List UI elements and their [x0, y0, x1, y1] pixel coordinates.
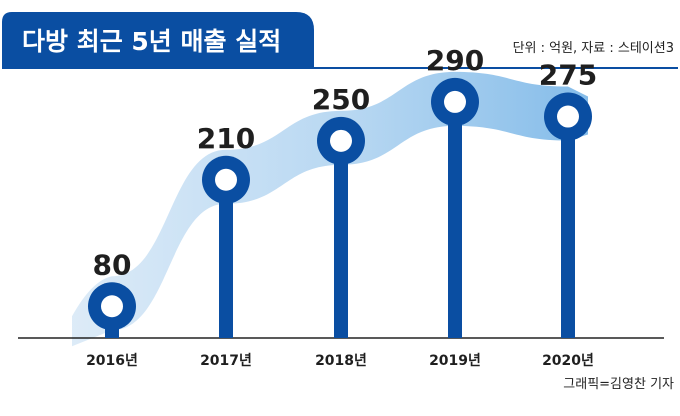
unit-source-note: 단위 : 억원, 자료 : 스테이션3: [513, 41, 674, 56]
bar-head-center: [330, 129, 352, 152]
x-tick-label: 2019년: [429, 353, 481, 369]
data-label: 250: [312, 83, 370, 116]
bar-stem: [219, 179, 233, 338]
x-tick-label: 2016년: [86, 353, 138, 369]
bar-head-center: [444, 90, 466, 113]
title-banner-shape: [2, 12, 314, 68]
title-banner: 다방 최근 5년 매출 실적: [2, 12, 678, 69]
bar-stem: [334, 140, 348, 338]
graphic-credit: 그래픽=김영찬 기자: [563, 377, 674, 392]
bar-2019년: 290 2019년: [426, 44, 484, 369]
x-tick-label: 2018년: [315, 353, 367, 369]
data-label: 290: [426, 44, 484, 77]
chart-title: 다방 최근 5년 매출 실적: [22, 27, 281, 56]
data-label: 80: [93, 248, 132, 281]
bar-stem: [448, 101, 462, 339]
data-marks: 80 2016년 210 2017년 250 2018년 290 2019년 275 2020년: [86, 44, 597, 369]
bar-2018년: 250 2018년: [312, 83, 370, 369]
x-tick-label: 2017년: [200, 353, 252, 369]
bar-head-center: [557, 105, 579, 128]
bar-head-center: [215, 168, 237, 191]
bar-2016년: 80 2016년: [86, 248, 138, 369]
x-tick-label: 2020년: [542, 353, 594, 369]
bar-stem: [561, 116, 575, 339]
bar-2020년: 275 2020년: [539, 59, 597, 369]
data-label: 275: [539, 59, 597, 92]
data-label: 210: [197, 122, 255, 155]
bar-2017년: 210 2017년: [197, 122, 255, 369]
bar-head-center: [101, 295, 123, 318]
